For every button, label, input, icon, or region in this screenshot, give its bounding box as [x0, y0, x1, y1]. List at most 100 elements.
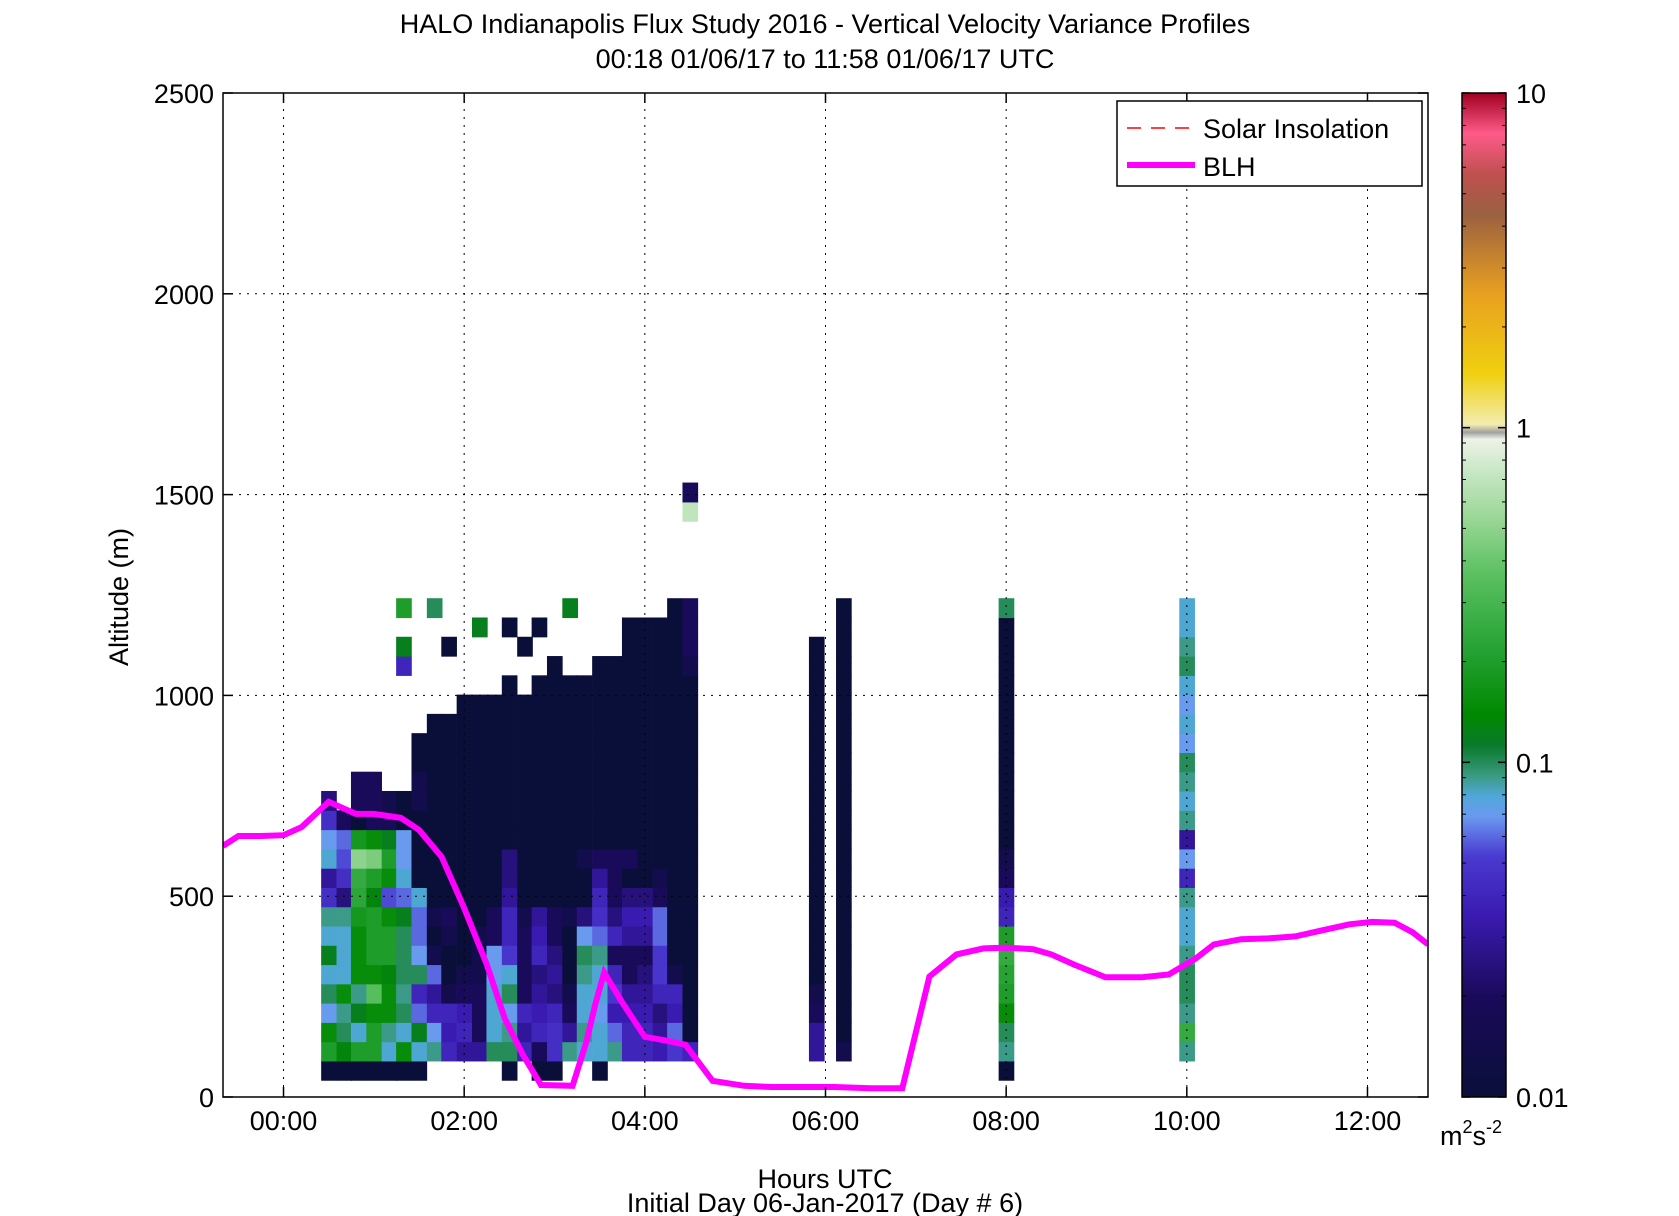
heatmap-cell [441, 810, 457, 831]
heatmap-cell [426, 810, 443, 831]
heatmap-cell [637, 1003, 653, 1023]
heatmap-cell [411, 1041, 428, 1062]
heatmap-cell [667, 771, 683, 792]
heatmap-cell [576, 906, 593, 927]
heatmap-cell [336, 983, 353, 1004]
heatmap-cell [836, 1003, 852, 1023]
heatmap-cell [682, 1022, 699, 1043]
heatmap-cell [531, 1022, 548, 1043]
heatmap-cell [411, 848, 428, 869]
heatmap-cell [441, 790, 457, 811]
heatmap-cell [808, 752, 825, 773]
heatmap-cell [562, 906, 578, 927]
heatmap-cell [621, 1022, 638, 1043]
heatmap-cell [808, 1041, 825, 1062]
heatmap-cell [486, 713, 503, 734]
heatmap-cell [517, 1003, 533, 1023]
heatmap-cell [808, 694, 825, 715]
heatmap-cell [652, 964, 669, 985]
heatmap-cell [517, 713, 533, 734]
heatmap-cell [350, 964, 367, 985]
heatmap-cell [381, 887, 398, 908]
heatmap-cell [652, 983, 669, 1004]
heatmap-cell [808, 790, 825, 811]
heatmap-cell [621, 868, 638, 888]
legend-blh-label: BLH [1203, 152, 1256, 182]
heatmap-cell [592, 1060, 608, 1081]
heatmap-cell [486, 733, 503, 754]
heatmap-cell [682, 733, 699, 754]
heatmap-cell [531, 925, 548, 946]
heatmap-cell [562, 1022, 578, 1043]
heatmap-cell [321, 1041, 337, 1062]
heatmap-cell [486, 752, 503, 773]
heatmap-cell [456, 925, 473, 946]
heatmap-cell [517, 694, 533, 715]
heatmap-cell [621, 733, 638, 754]
heatmap-cell [546, 1022, 563, 1043]
heatmap-cell [808, 713, 825, 734]
heatmap-cell [411, 868, 428, 888]
heatmap-cell [607, 906, 624, 927]
heatmap-cell [501, 790, 518, 811]
colorbar: 0.01 0.1 1 10 m2s-2 [1440, 79, 1569, 1151]
heatmap-cell [682, 771, 699, 792]
heatmap-cell [808, 636, 825, 657]
heatmap-cell [472, 733, 488, 754]
heatmap-cell [652, 925, 669, 946]
heatmap-cell [1179, 733, 1195, 754]
heatmap-cell [562, 598, 578, 619]
heatmap-cell [531, 675, 548, 696]
heatmap-cell [652, 713, 669, 734]
heatmap-cell [366, 790, 382, 811]
heatmap-cell [592, 656, 608, 676]
heatmap-cell [652, 810, 669, 831]
heatmap-cell [366, 848, 382, 869]
heatmap-cell [517, 848, 533, 869]
heatmap-cell [336, 906, 353, 927]
heatmap-cell [517, 1022, 533, 1043]
heatmap-cell [472, 964, 488, 985]
heatmap-cell [1179, 887, 1195, 908]
heatmap-cell [486, 887, 503, 908]
heatmap-cell [501, 752, 518, 773]
heatmap-cell [998, 848, 1015, 869]
heatmap-cell [607, 868, 624, 888]
heatmap-cell [336, 964, 353, 985]
heatmap-cell [366, 1041, 382, 1062]
heatmap-cell [350, 945, 367, 966]
heatmap-cell [652, 1041, 669, 1062]
heatmap-cell [381, 945, 398, 966]
heatmap-cell [381, 1041, 398, 1062]
heatmap-cell [621, 771, 638, 792]
heatmap-cell [531, 752, 548, 773]
heatmap-cell [411, 1022, 428, 1043]
heatmap-cell [576, 887, 593, 908]
heatmap-cell [576, 771, 593, 792]
heatmap-cell [517, 733, 533, 754]
heatmap-cell [501, 848, 518, 869]
heatmap-cell [607, 656, 624, 676]
heatmap-cell [652, 617, 669, 638]
heatmap-cell [321, 829, 337, 850]
heatmap-cell [546, 1041, 563, 1062]
heatmap-cell [517, 906, 533, 927]
heatmap-cell [607, 1022, 624, 1043]
heatmap-cell [836, 771, 852, 792]
heatmap-cell [426, 1041, 443, 1062]
x-tick-label: 02:00 [430, 1106, 498, 1136]
heatmap-cell [350, 925, 367, 946]
heatmap-cell [998, 752, 1015, 773]
x-tick-label: 04:00 [611, 1106, 679, 1136]
heatmap-cell [667, 790, 683, 811]
heatmap-cell [441, 925, 457, 946]
heatmap-cell [426, 925, 443, 946]
heatmap-cell [546, 675, 563, 696]
heatmap-cell [441, 713, 457, 734]
colorbar-ticks: 0.01 0.1 1 10 [1462, 79, 1569, 1113]
heatmap-cell [531, 713, 548, 734]
heatmap-cell [381, 925, 398, 946]
heatmap-cell [667, 887, 683, 908]
heatmap-cell [396, 945, 412, 966]
heatmap-cell [546, 1060, 563, 1081]
